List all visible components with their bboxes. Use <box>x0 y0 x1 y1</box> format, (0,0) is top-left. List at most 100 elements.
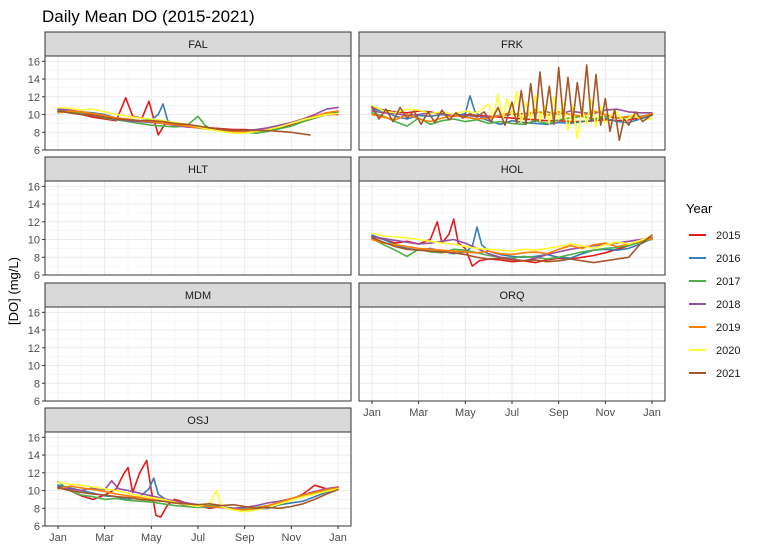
x-tick-label: Jul <box>191 532 205 544</box>
y-tick-label: 6 <box>34 396 40 408</box>
y-tick-label: 16 <box>28 181 40 193</box>
series-line-2021 <box>371 234 653 264</box>
legend-label: 2020 <box>716 345 740 357</box>
facet-strip-label: HOL <box>501 164 524 176</box>
y-tick-label: 6 <box>34 270 40 282</box>
legend-label: 2017 <box>716 276 740 288</box>
series-line-2017 <box>57 109 339 134</box>
legend-label: 2016 <box>716 253 740 265</box>
legend-label: 2021 <box>716 368 740 380</box>
facet-strip-label: FAL <box>188 39 208 51</box>
y-tick-label: 16 <box>28 432 40 444</box>
legend: Year 2015 2016 2017 2018 2019 2020 2021 <box>686 201 740 380</box>
legend-label: 2015 <box>716 230 740 242</box>
facet-panel-orq: ORQ Jan Mar May Jul Sep Nov Jan <box>358 282 666 419</box>
facet-strip-label: OSJ <box>187 415 208 427</box>
legend-item-2020: 2020 <box>689 345 740 357</box>
series-line-2021 <box>57 110 311 136</box>
facet-strip-label: MDM <box>185 290 211 302</box>
y-tick-label: 12 <box>28 92 40 104</box>
legend-title: Year <box>686 201 713 216</box>
legend-item-2016: 2016 <box>689 253 740 265</box>
facet-panel-fal: FAL 6 8 10 12 14 16 <box>28 31 352 157</box>
x-tick-label: Jan <box>363 407 381 419</box>
legend-items: 2015 2016 2017 2018 2019 2020 2021 <box>689 230 740 380</box>
facet-strip <box>44 31 352 57</box>
facet-strip-label: ORQ <box>499 290 525 302</box>
facet-strip <box>358 31 666 57</box>
panel-border <box>44 55 352 151</box>
y-tick-label: 14 <box>28 325 40 337</box>
facet-panels: FAL 6 8 10 12 14 16 FRK HLT 6 8 10 12 14 16 HOL MDM 6 8 10 1… <box>28 31 666 544</box>
x-tick-label: Nov <box>282 532 302 544</box>
facet-panel-hlt: HLT 6 8 10 12 14 16 <box>28 156 352 282</box>
facet-panel-osj: OSJ 6 8 10 12 14 16 Jan Mar May Jul Sep Nov Jan <box>28 407 352 544</box>
series-lines <box>371 218 653 267</box>
x-tick-label: Jan <box>643 407 661 419</box>
x-tick-label: Sep <box>549 407 569 419</box>
facet-strip <box>44 407 352 433</box>
x-tick-label: Jul <box>505 407 519 419</box>
x-tick-label: Mar <box>409 407 428 419</box>
y-tick-label: 8 <box>34 252 40 264</box>
panel-border <box>358 55 666 151</box>
x-tick-label: May <box>455 407 476 419</box>
y-tick-label: 12 <box>28 343 40 355</box>
panel-border <box>358 180 666 276</box>
y-tick-label: 16 <box>28 56 40 68</box>
facet-strip <box>44 282 352 308</box>
legend-item-2015: 2015 <box>689 230 740 242</box>
legend-item-2021: 2021 <box>689 368 740 380</box>
y-tick-label: 8 <box>34 378 40 390</box>
series-line-2020 <box>371 90 653 140</box>
panel-border <box>44 306 352 402</box>
series-line-2015 <box>371 106 653 123</box>
y-tick-label: 8 <box>34 503 40 515</box>
x-tick-label: May <box>141 532 162 544</box>
y-axis-label: [DO] (mg/L) <box>6 257 21 325</box>
legend-label: 2018 <box>716 299 740 311</box>
gridlines <box>45 56 351 151</box>
y-tick-label: 14 <box>28 199 40 211</box>
y-tick-label: 14 <box>28 450 40 462</box>
x-tick-label: Sep <box>235 532 255 544</box>
x-tick-label: Jan <box>49 532 67 544</box>
chart-title: Daily Mean DO (2015-2021) <box>42 7 255 26</box>
y-tick-label: 6 <box>34 145 40 157</box>
y-tick-label: 10 <box>28 235 40 247</box>
x-tick-label: Nov <box>596 407 616 419</box>
series-line-2019 <box>371 237 653 256</box>
facet-panel-hol: HOL <box>358 156 666 276</box>
series-line-2021 <box>57 487 339 510</box>
series-lines <box>57 96 339 136</box>
y-tick-label: 10 <box>28 361 40 373</box>
y-tick-label: 12 <box>28 468 40 480</box>
facet-strip-label: HLT <box>188 164 208 176</box>
x-tick-label: Mar <box>95 532 114 544</box>
series-line-2021 <box>371 64 653 141</box>
facet-strip <box>358 282 666 308</box>
legend-item-2018: 2018 <box>689 299 740 311</box>
y-tick-label: 8 <box>34 127 40 139</box>
legend-label: 2019 <box>716 322 740 334</box>
x-tick-label: Jan <box>329 532 347 544</box>
facet-strip <box>44 156 352 182</box>
series-lines <box>371 64 653 141</box>
gridlines <box>45 432 351 527</box>
facet-strip <box>358 156 666 182</box>
panel-border <box>44 180 352 276</box>
legend-item-2017: 2017 <box>689 276 740 288</box>
facet-panel-mdm: MDM 6 8 10 12 14 16 <box>28 282 352 408</box>
facet-strip-label: FRK <box>501 39 524 51</box>
y-tick-label: 12 <box>28 217 40 229</box>
facet-panel-frk: FRK <box>358 31 666 151</box>
series-line-2017 <box>371 112 653 127</box>
y-tick-label: 6 <box>34 521 40 533</box>
series-line-2020 <box>371 232 653 252</box>
series-line-2019 <box>57 485 339 511</box>
series-lines <box>57 459 339 518</box>
y-tick-label: 14 <box>28 74 40 86</box>
legend-item-2019: 2019 <box>689 322 740 334</box>
